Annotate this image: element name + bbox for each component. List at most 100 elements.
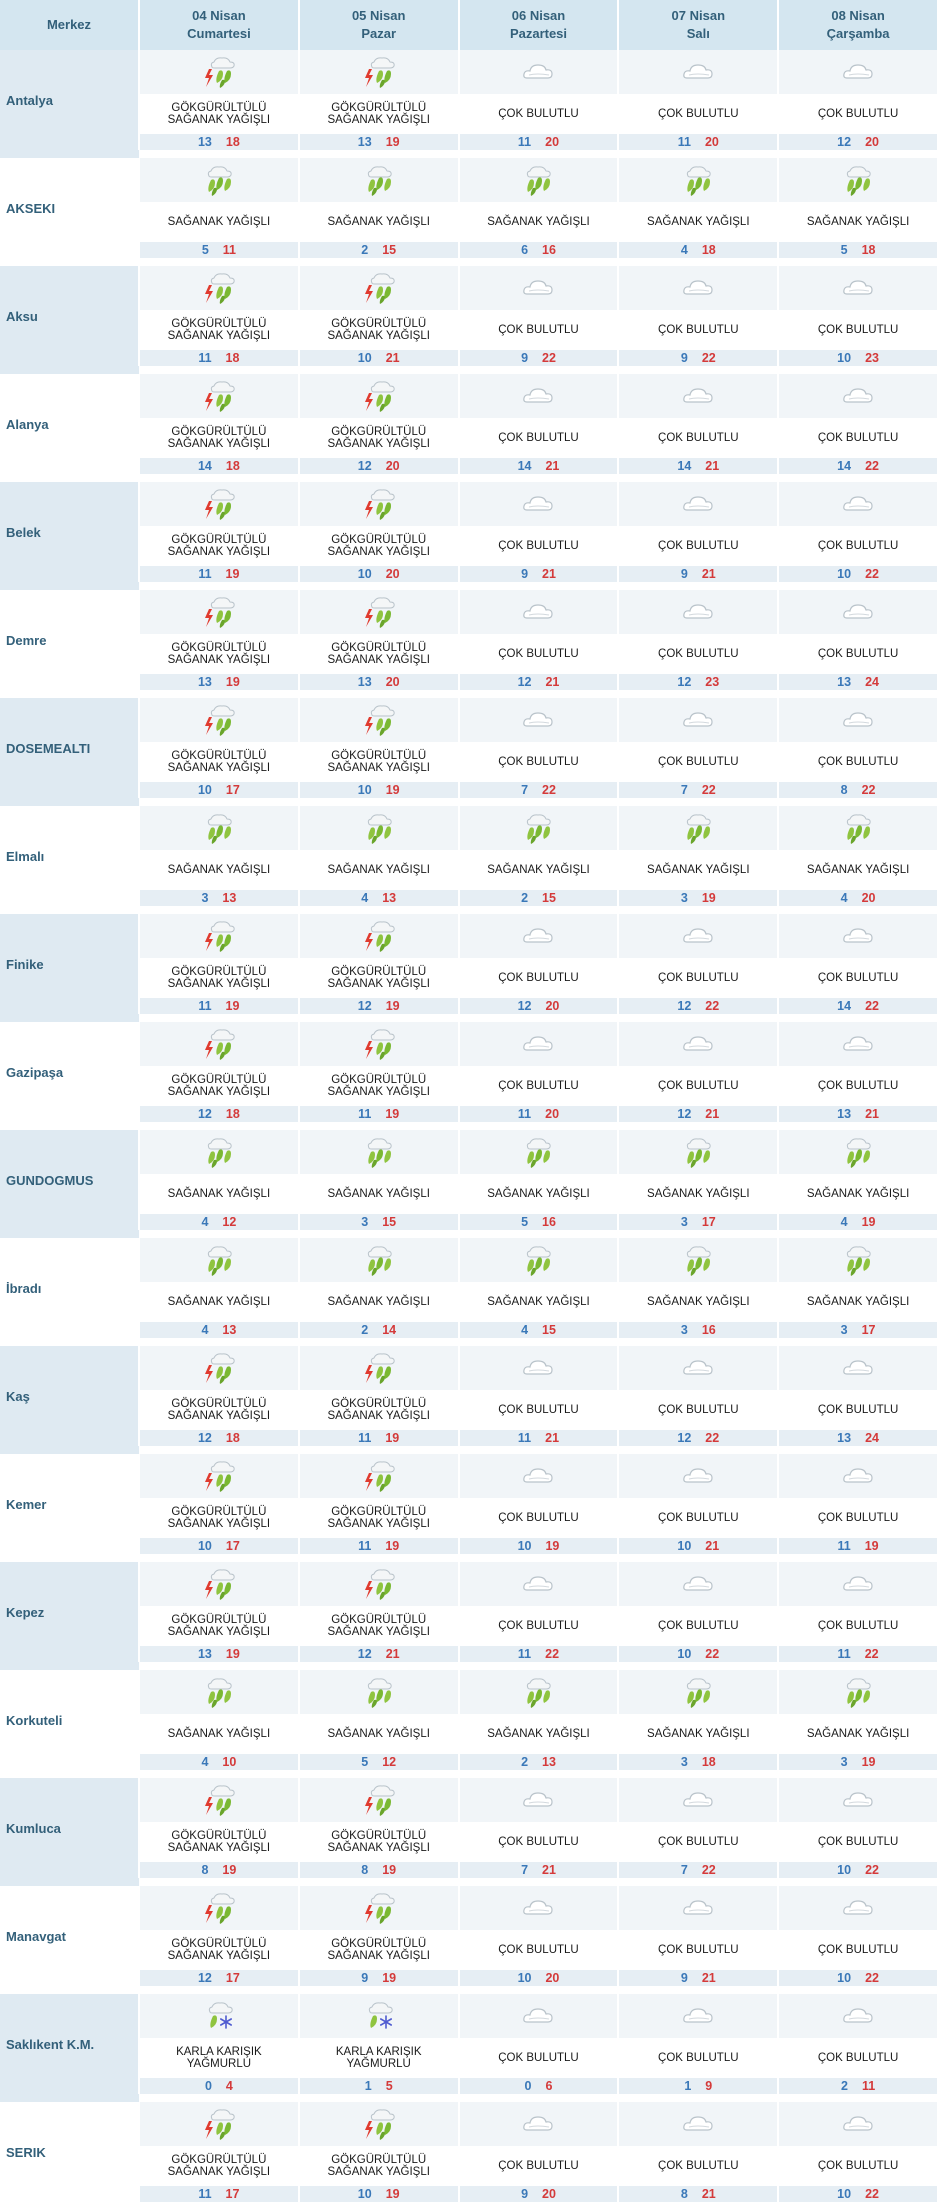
forecast-cell: SAĞANAK YAĞIŞLI 4 13 [298, 806, 460, 906]
separator-cell [458, 690, 619, 698]
max-temp: 19 [385, 1107, 400, 1121]
separator-cell [778, 150, 938, 158]
icon-area [459, 1346, 618, 1390]
cloud-icon [679, 920, 717, 954]
cloud-icon [519, 1892, 557, 1926]
condition-label: GÖKGÜRÜLTÜLÜ SAĞANAK YAĞIŞLI [327, 102, 430, 126]
min-temp: 2 [521, 1755, 529, 1769]
condition-text: SAĞANAK YAĞIŞLI [140, 850, 298, 890]
temperature-bar: 4 15 [459, 1322, 618, 1338]
forecast-cell-body: ÇOK BULUTLU 10 19 [459, 1454, 618, 1554]
separator-cell [778, 2094, 938, 2102]
condition-label: SAĞANAK YAĞIŞLI [487, 1296, 590, 1308]
icon-area [299, 1130, 458, 1174]
condition-label: ÇOK BULUTLU [658, 1944, 739, 1956]
icon-area [779, 2102, 937, 2146]
row-separator [0, 582, 938, 590]
cloud-icon [839, 1352, 877, 1386]
max-temp: 21 [545, 1431, 560, 1445]
forecast-cell: SAĞANAK YAĞIŞLI 4 13 [139, 1238, 300, 1338]
max-temp: 21 [865, 1107, 879, 1121]
thunder-shower-icon [200, 272, 238, 306]
forecast-cell-body: SAĞANAK YAĞIŞLI 4 18 [619, 158, 778, 258]
max-temp: 16 [701, 1323, 716, 1337]
separator-cell [0, 1986, 139, 1994]
forecast-cell-body: GÖKGÜRÜLTÜLÜ SAĞANAK YAĞIŞLI 11 19 [140, 914, 298, 1014]
forecast-cell-body: GÖKGÜRÜLTÜLÜ SAĞANAK YAĞIŞLI 10 17 [140, 698, 298, 798]
condition-text: GÖKGÜRÜLTÜLÜ SAĞANAK YAĞIŞLI [300, 1930, 458, 1970]
icon-area [140, 482, 298, 526]
thunder-shower-icon [360, 1028, 398, 1062]
condition-label: ÇOK BULUTLU [498, 432, 579, 444]
max-temp: 13 [222, 891, 237, 905]
separator-cell [618, 258, 779, 266]
separator-cell [618, 1014, 779, 1022]
condition-label: GÖKGÜRÜLTÜLÜ SAĞANAK YAĞIŞLI [327, 426, 430, 450]
temperature-bar: 10 22 [779, 2186, 937, 2202]
separator-cell [618, 1122, 779, 1130]
cloud-icon [679, 488, 717, 522]
heavy-shower-icon [519, 1244, 557, 1278]
condition-label: SAĞANAK YAĞIŞLI [806, 216, 910, 228]
icon-area [140, 698, 298, 742]
cloud-icon [519, 488, 557, 522]
max-temp: 19 [861, 1215, 876, 1229]
icon-area [779, 1454, 937, 1498]
condition-text: ÇOK BULUTLU [779, 1390, 937, 1430]
separator-cell [778, 1230, 938, 1238]
max-temp: 22 [705, 1431, 720, 1445]
forecast-cell: ÇOK BULUTLU 9 21 [618, 1886, 780, 1986]
temperature-bar: 7 21 [459, 1862, 618, 1878]
condition-label: GÖKGÜRÜLTÜLÜ SAĞANAK YAĞIŞLI [167, 2154, 271, 2178]
temperature-bar: 6 16 [459, 242, 618, 258]
icon-area [619, 1238, 778, 1282]
min-temp: 3 [840, 1755, 848, 1769]
separator-cell [139, 1014, 299, 1022]
condition-text: ÇOK BULUTLU [779, 526, 937, 566]
city-row: Finike GÖKGÜRÜLTÜLÜ SAĞANAK YAĞIŞLI 11 19 GÖ… [0, 914, 938, 1014]
max-temp: 18 [225, 459, 240, 473]
forecast-cell: ÇOK BULUTLU 11 20 [618, 50, 780, 150]
separator-cell [778, 474, 938, 482]
cloud-icon [839, 1460, 877, 1494]
forecast-cell-body: ÇOK BULUTLU 7 22 [459, 698, 618, 798]
icon-area [299, 2102, 458, 2146]
condition-label: SAĞANAK YAĞIŞLI [327, 864, 430, 876]
min-temp: 14 [197, 459, 212, 473]
condition-label: ÇOK BULUTLU [817, 1404, 899, 1416]
forecast-cell-body: ÇOK BULUTLU 9 22 [459, 266, 618, 366]
min-temp: 11 [198, 567, 212, 581]
separator-cell [139, 906, 299, 914]
thunder-shower-icon [360, 272, 398, 306]
separator-cell [298, 1446, 459, 1454]
min-temp: 6 [521, 243, 529, 257]
condition-text: ÇOK BULUTLU [779, 1930, 937, 1970]
condition-label: GÖKGÜRÜLTÜLÜ SAĞANAK YAĞIŞLI [167, 318, 271, 342]
temperature-bar: 13 21 [779, 1106, 937, 1122]
cloud-icon [839, 920, 877, 954]
forecast-cell: GÖKGÜRÜLTÜLÜ SAĞANAK YAĞIŞLI 9 19 [298, 1886, 460, 1986]
min-temp: 2 [521, 891, 529, 905]
separator-cell [618, 906, 779, 914]
forecast-cell: GÖKGÜRÜLTÜLÜ SAĞANAK YAĞIŞLI 8 19 [298, 1778, 460, 1878]
separator-cell [0, 1230, 139, 1238]
condition-label: ÇOK BULUTLU [498, 1836, 579, 1848]
condition-text: GÖKGÜRÜLTÜLÜ SAĞANAK YAĞIŞLI [300, 1606, 458, 1646]
condition-text: ÇOK BULUTLU [779, 310, 937, 350]
min-temp: 12 [517, 675, 532, 689]
condition-label: GÖKGÜRÜLTÜLÜ SAĞANAK YAĞIŞLI [327, 534, 430, 558]
forecast-cell-body: ÇOK BULUTLU 14 21 [459, 374, 618, 474]
forecast-cell: SAĞANAK YAĞIŞLI 3 15 [298, 1130, 460, 1230]
min-temp: 2 [361, 243, 369, 257]
icon-area [619, 50, 778, 94]
temperature-bar: 11 19 [140, 998, 298, 1014]
separator-cell [0, 1446, 139, 1454]
condition-text: KARLA KARIŞIK YAĞMURLU [140, 2038, 298, 2078]
temperature-bar: 12 18 [140, 1430, 298, 1446]
min-temp: 10 [197, 783, 212, 797]
max-temp: 18 [225, 135, 240, 149]
condition-label: ÇOK BULUTLU [658, 648, 739, 660]
thunder-shower-icon [200, 1784, 238, 1818]
icon-area [299, 1886, 458, 1930]
separator-cell [139, 366, 299, 374]
